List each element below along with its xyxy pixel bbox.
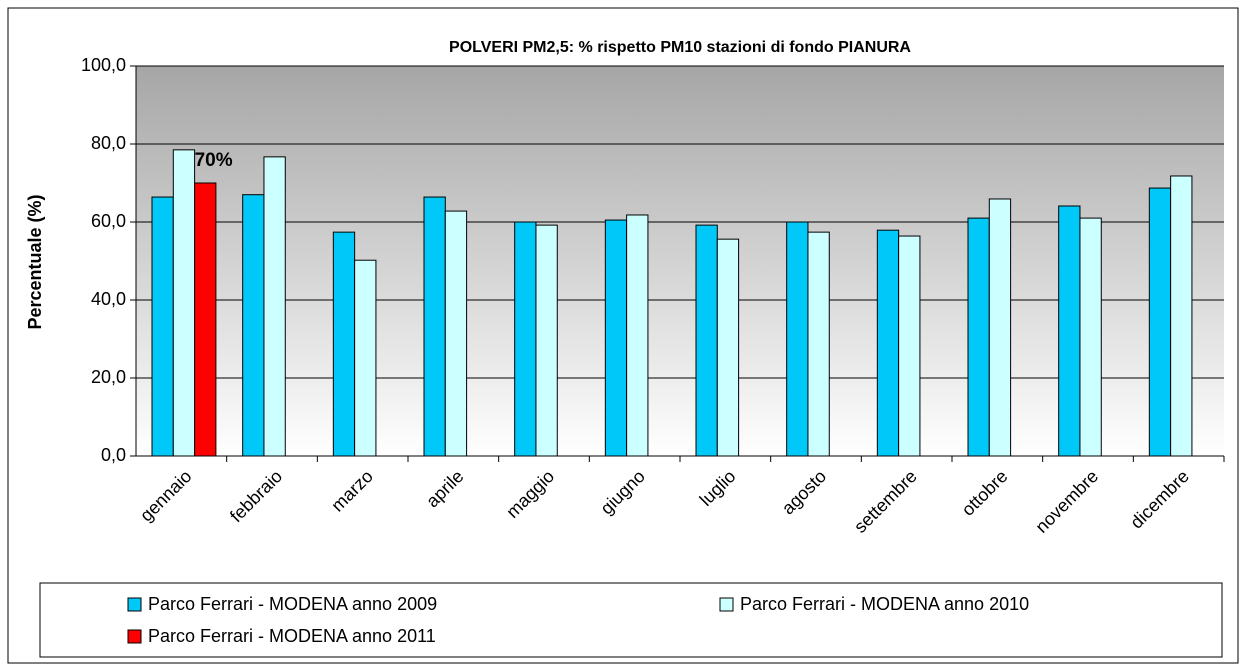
legend-label: Parco Ferrari - MODENA anno 2009 [148,594,437,614]
bar [535,224,558,457]
bar [194,182,217,457]
y-axis-label: Percentuale (%) [25,194,45,329]
y-tick-label: 20,0 [91,367,126,387]
plot-area [136,66,1224,456]
y-tick-label: 40,0 [91,289,126,309]
legend-label: Parco Ferrari - MODENA anno 2011 [148,626,436,646]
y-tick-label: 60,0 [91,211,126,231]
bar [695,224,718,457]
legend-swatch [719,597,734,612]
bar [1148,187,1172,457]
bar [172,149,196,457]
legend-label: Parco Ferrari - MODENA anno 2010 [740,594,1029,614]
bar [604,219,628,457]
y-tick-label: 100,0 [81,55,126,75]
bar [626,214,649,457]
bar [716,238,740,457]
bar [242,194,265,457]
bar [807,231,830,457]
bar [967,217,990,457]
bar [1058,205,1081,457]
bar [1170,175,1193,457]
bar [876,229,900,457]
legend-swatch [127,629,142,644]
bar [263,156,286,457]
legend-box [39,582,1223,658]
y-tick-label: 0,0 [101,445,126,465]
bar [332,231,356,457]
bar [423,196,446,457]
bar [786,221,809,457]
data-label: 70% [195,150,233,171]
y-tick-label: 80,0 [91,133,126,153]
bar [151,196,174,457]
legend-swatch [127,597,142,612]
bar [444,210,468,457]
bar [898,235,921,457]
bar [988,198,1012,457]
bar [514,221,537,457]
chart-title: POLVERI PM2,5: % rispetto PM10 stazioni … [449,39,911,56]
bar [354,259,377,457]
bar [1079,217,1102,457]
